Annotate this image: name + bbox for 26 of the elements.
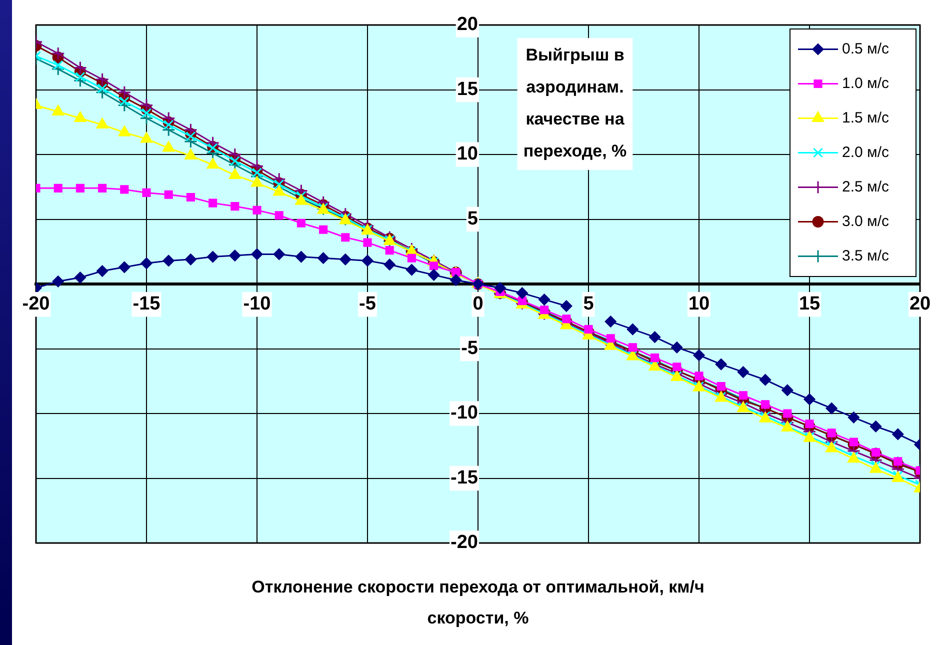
legend-label: 3.0 м/с bbox=[842, 212, 890, 230]
legend-label: 1.0 м/с bbox=[842, 74, 890, 92]
x-tick-label: 10 bbox=[688, 294, 710, 315]
x-tick-label: 0 bbox=[472, 294, 484, 315]
y-tick-label: 20 bbox=[456, 14, 478, 36]
x-tick-label: 15 bbox=[798, 294, 820, 315]
legend-label: 1.5 м/с bbox=[842, 109, 890, 126]
y-tick-label: 5 bbox=[467, 208, 478, 230]
y-tick-label: -20 bbox=[450, 532, 478, 554]
x-tick-label: -20 bbox=[22, 294, 50, 315]
legend-label: 3.5 м/с bbox=[842, 247, 890, 264]
x-tick-label: -10 bbox=[243, 294, 271, 315]
legend-label: 2.0 м/с bbox=[842, 144, 890, 161]
y-tick-label: 10 bbox=[456, 144, 478, 165]
x-tick-label: 20 bbox=[909, 294, 931, 315]
y-tick-label: 15 bbox=[456, 78, 478, 100]
x-tick-label: 5 bbox=[583, 294, 594, 315]
y-tick-label: -10 bbox=[450, 402, 478, 424]
x-tick-label: -5 bbox=[359, 294, 376, 315]
legend-label: 0.5 м/с bbox=[842, 40, 890, 58]
y-tick-label: -15 bbox=[450, 467, 478, 488]
legend-label: 2.5 м/с bbox=[842, 178, 890, 196]
x-axis-title: Отклонение скорости перехода от оптимальной, км/ч скорости, % bbox=[252, 578, 704, 628]
x-tick-label: -15 bbox=[132, 294, 161, 315]
y-tick-label: -5 bbox=[461, 338, 478, 359]
y-axis-title: Выйгрыш в аэродинам. качестве на переходе, % bbox=[523, 46, 627, 161]
